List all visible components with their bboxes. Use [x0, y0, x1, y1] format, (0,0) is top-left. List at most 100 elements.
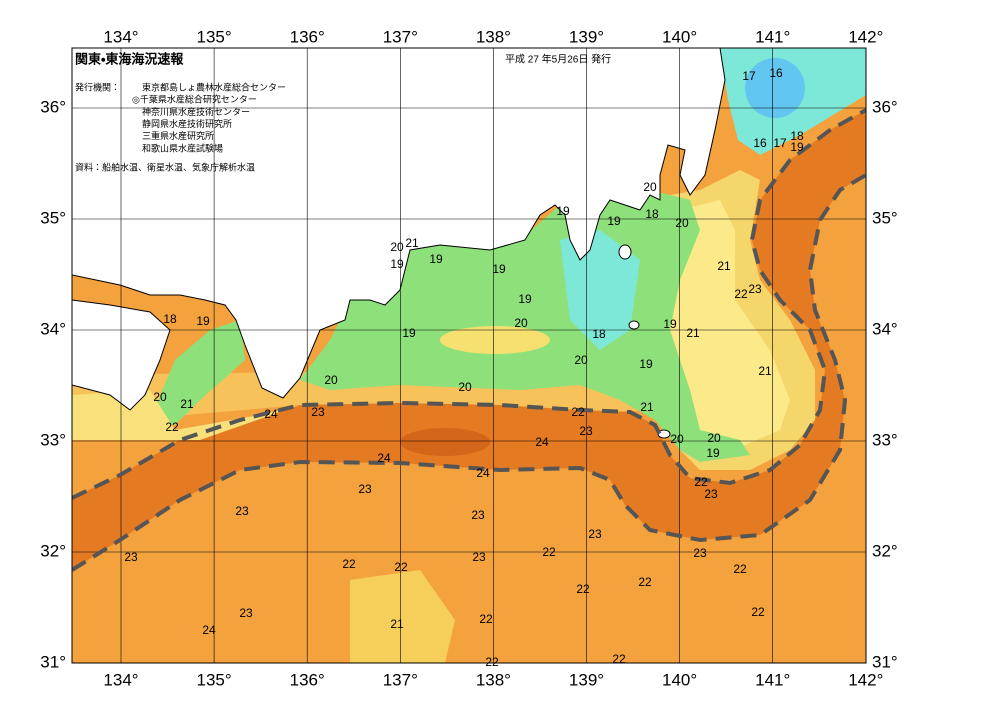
contour-label: 19	[790, 140, 804, 154]
contour-label: 16	[769, 66, 783, 80]
contour-label: 23	[471, 508, 485, 522]
contour-label: 22	[571, 405, 585, 419]
lat-label: 34°	[872, 319, 898, 338]
lon-label: 139°	[569, 670, 604, 689]
contour-label: 19	[492, 262, 506, 276]
lon-label: 141°	[755, 27, 790, 46]
lon-label: 140°	[662, 670, 697, 689]
contour-label: 22	[751, 605, 765, 619]
lon-label: 135°	[197, 670, 232, 689]
sea-warm-core	[400, 428, 490, 456]
contour-label: 22	[342, 557, 356, 571]
sea-yellow-south	[350, 570, 455, 663]
lon-label: 139°	[569, 27, 604, 46]
contour-label: 18	[645, 207, 659, 221]
island	[628, 320, 640, 330]
lat-label: 33°	[872, 430, 898, 449]
contour-label: 21	[390, 617, 404, 631]
contour-label: 19	[196, 314, 210, 328]
contour-label: 20	[390, 240, 404, 254]
lat-label: 31°	[40, 652, 66, 671]
contour-label: 22	[694, 475, 708, 489]
contour-label: 22	[638, 575, 652, 589]
lat-label: 31°	[872, 652, 898, 671]
issuer: ◎千葉県水産総合研究センター	[132, 94, 257, 105]
contour-label: 22	[542, 545, 556, 559]
issuers-label: 発行機関：	[75, 81, 120, 92]
contour-label: 23	[579, 424, 593, 438]
lat-label: 35°	[872, 208, 898, 227]
contour-label: 23	[235, 504, 249, 518]
sea-green	[300, 190, 750, 462]
sea-temperature-field	[72, 48, 866, 663]
lon-label: 136°	[290, 27, 325, 46]
lon-label: 137°	[383, 670, 418, 689]
contour-label: 19	[429, 252, 443, 266]
contour-label: 20	[675, 216, 689, 230]
contour-label: 19	[639, 357, 653, 371]
lon-label: 141°	[755, 670, 790, 689]
contour-label: 22	[394, 560, 408, 574]
contour-label: 20	[458, 380, 472, 394]
lon-label: 137°	[383, 27, 418, 46]
kuroshio-band	[72, 110, 866, 570]
lon-label: 142°	[848, 27, 883, 46]
lat-label: 36°	[40, 97, 66, 116]
contour-label: 18	[163, 312, 177, 326]
contour-label: 22	[479, 612, 493, 626]
contour-label: 22	[612, 652, 626, 666]
lat-label: 35°	[40, 208, 66, 227]
contour-label: 20	[514, 316, 528, 330]
contour-label: 19	[706, 446, 720, 460]
contour-label: 24	[264, 407, 278, 421]
contour-label: 19	[663, 317, 677, 331]
source: 資料：船舶水温、衛星水温、気象庁解析水温	[75, 161, 255, 172]
lon-label: 142°	[848, 670, 883, 689]
contour-label: 19	[402, 326, 416, 340]
lat-label: 32°	[872, 541, 898, 560]
title: 関東・東海海況速報	[75, 51, 184, 66]
lon-label: 136°	[290, 670, 325, 689]
sea-blue	[745, 58, 805, 118]
contour-label: 23	[588, 527, 602, 541]
contour-label: 23	[472, 550, 486, 564]
kuroshio-path	[72, 173, 866, 572]
island	[618, 244, 632, 260]
issuer: 静岡県水産技術研究所	[142, 118, 232, 129]
contour-label: 24	[202, 623, 216, 637]
contour-label: 23	[124, 550, 138, 564]
contour-label: 16	[753, 136, 767, 150]
lat-label: 34°	[40, 319, 66, 338]
map-frame	[71, 47, 867, 664]
issuer: 和歌山県水産試験場	[142, 142, 223, 153]
land-honshu	[72, 48, 726, 399]
contour-label: 23	[704, 487, 718, 501]
lon-label: 140°	[662, 27, 697, 46]
lon-label: 134°	[103, 27, 138, 46]
contour-label: 20	[324, 373, 338, 387]
contour-label: 20	[574, 353, 588, 367]
lat-label: 36°	[872, 97, 898, 116]
contour-label: 19	[556, 204, 570, 218]
contour-label: 17	[742, 69, 756, 83]
contour-label: 22	[733, 562, 747, 576]
sea-green-west	[150, 320, 245, 425]
contour-label: 19	[518, 292, 532, 306]
contour-label: 21	[180, 397, 194, 411]
lat-label: 32°	[40, 541, 66, 560]
lon-label: 138°	[476, 670, 511, 689]
contour-label: 21	[640, 400, 654, 414]
contour-label: 24	[535, 435, 549, 449]
lat-label: 33°	[40, 430, 66, 449]
contour-label: 22	[576, 582, 590, 596]
contour-label: 22	[485, 655, 499, 669]
lon-label: 134°	[103, 670, 138, 689]
contour-label: 21	[717, 259, 731, 273]
contour-label: 22	[734, 287, 748, 301]
contour-label: 20	[707, 431, 721, 445]
contour-label: 17	[773, 136, 787, 150]
lon-label: 135°	[197, 27, 232, 46]
